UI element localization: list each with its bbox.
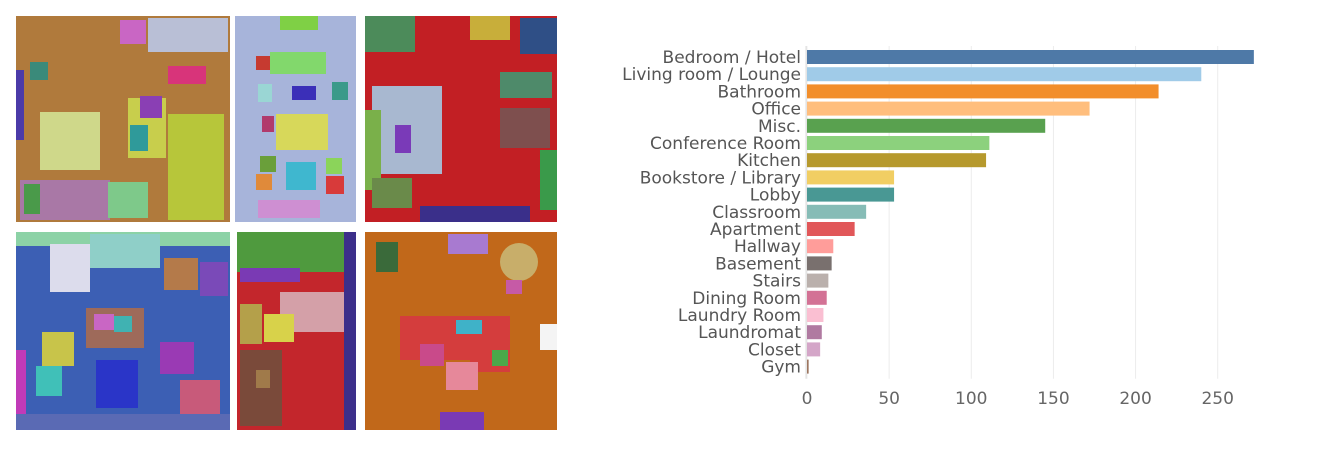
bar-12 <box>807 256 832 271</box>
category-label-12: Basement <box>715 254 801 274</box>
bar-18 <box>807 359 809 374</box>
scene-room-bottom-middle <box>237 232 356 430</box>
bar-9 <box>807 204 867 219</box>
bar-6 <box>807 153 987 168</box>
category-label-16: Laundromat <box>698 323 801 343</box>
bar-10 <box>807 222 855 236</box>
category-label-10: Apartment <box>710 220 801 240</box>
x-tick-label-1: 50 <box>878 389 900 409</box>
bar-1 <box>807 67 1202 82</box>
category-label-8: Lobby <box>750 186 801 206</box>
scene-room-bottom-right <box>365 232 557 430</box>
bar-2 <box>807 84 1159 99</box>
category-label-9: Classroom <box>712 203 801 223</box>
bars <box>807 50 1254 374</box>
bar-5 <box>807 136 990 150</box>
scene-thumbnail-grid <box>16 16 557 430</box>
category-label-6: Kitchen <box>737 151 801 171</box>
bar-17 <box>807 342 821 357</box>
x-tick-label-3: 150 <box>1037 389 1069 409</box>
bar-16 <box>807 325 822 340</box>
bar-14 <box>807 290 827 305</box>
bar-13 <box>807 273 829 288</box>
category-label-7: Bookstore / Library <box>640 168 801 188</box>
x-tick-label-2: 100 <box>955 389 987 409</box>
category-label-2: Bathroom <box>718 82 802 102</box>
scene-room-bottom-left <box>16 232 230 430</box>
category-label-5: Conference Room <box>650 134 801 154</box>
category-label-0: Bedroom / Hotel <box>663 48 801 68</box>
x-tick-label-4: 200 <box>1119 389 1151 409</box>
x-tick-label-0: 0 <box>802 389 813 409</box>
scene-bedroom-top-left <box>16 16 230 222</box>
category-label-4: Misc. <box>758 117 801 137</box>
category-label-1: Living room / Lounge <box>622 65 801 85</box>
x-tick-label-5: 250 <box>1201 389 1233 409</box>
category-label-14: Dining Room <box>692 289 801 309</box>
bar-4 <box>807 118 1046 133</box>
scene-room-top-right <box>365 16 557 222</box>
bar-11 <box>807 239 834 254</box>
scene-room-top-middle <box>235 16 356 222</box>
x-axis-ticks: 0 50 100 150 200 250 <box>802 389 1234 409</box>
category-label-13: Stairs <box>753 272 802 292</box>
bar-0 <box>807 50 1254 64</box>
bar-15 <box>807 308 824 322</box>
bar-3 <box>807 101 1090 116</box>
category-label-17: Closet <box>748 340 801 360</box>
bar-7 <box>807 170 895 185</box>
category-label-11: Hallway <box>734 237 801 257</box>
bar-8 <box>807 187 895 202</box>
category-label-3: Office <box>751 100 801 120</box>
category-label-15: Laundry Room <box>678 306 801 326</box>
category-label-18: Gym <box>761 358 801 378</box>
